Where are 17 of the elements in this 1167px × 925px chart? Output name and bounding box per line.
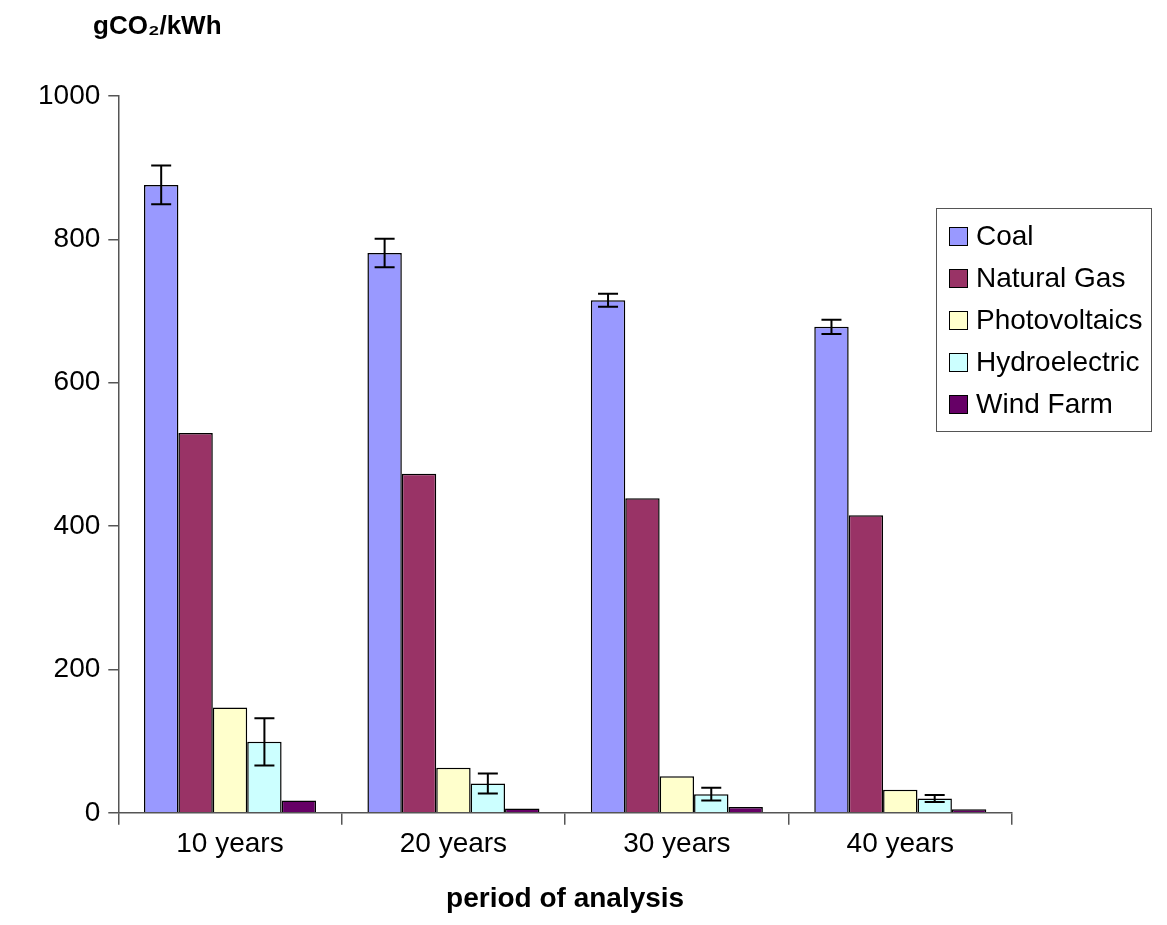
legend-label: Hydroelectric xyxy=(976,346,1140,378)
x-tick-label: 20 years xyxy=(399,827,508,859)
legend-label: Coal xyxy=(976,220,1034,252)
y-tick-label: 200 xyxy=(53,652,101,684)
x-tick-label: 40 years xyxy=(846,827,954,859)
y-tick-label: 1000 xyxy=(37,78,101,110)
x-tick-label: 10 years xyxy=(176,827,284,859)
y-tick-label: 400 xyxy=(53,508,101,540)
y-tick-label: 0 xyxy=(84,795,101,827)
legend-label: Natural Gas xyxy=(976,262,1126,294)
legend-label: Photovoltaics xyxy=(976,304,1143,336)
y-axis-title: gCO₂/kWh xyxy=(93,10,222,41)
x-axis-title: period of analysis xyxy=(446,881,685,913)
y-tick-label: 800 xyxy=(53,222,101,254)
x-tick-label: 30 years xyxy=(623,827,731,859)
legend-label: Wind Farm xyxy=(976,388,1113,420)
y-tick-label: 600 xyxy=(53,365,101,397)
